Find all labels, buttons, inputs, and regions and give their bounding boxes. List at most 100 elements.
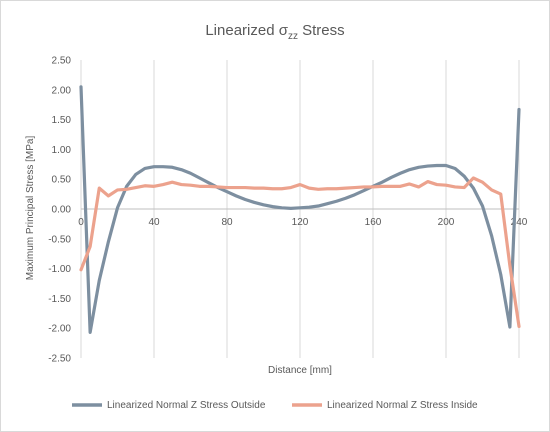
series-2-point [472,177,475,179]
legend-label-1: Linearized Normal Z Stress Outside [107,400,266,411]
x-tick-label: 160 [365,217,382,228]
series-2-point [490,189,493,191]
series-2-point [372,186,374,188]
series-2-point [299,183,301,186]
series-2-point [499,193,502,195]
y-tick-label: 2.50 [52,56,72,67]
series-1-point [308,206,310,209]
series-2-point [390,185,393,188]
x-axis-label: Distance [mm] [268,365,332,376]
series-2-point [454,186,456,188]
series-1-point [472,187,475,189]
series-1-point [454,167,456,170]
series-1-point [353,193,356,196]
series-1-point [198,177,201,179]
y-tick-labels: 2.50 2.00 1.50 1.00 0.50 0.00 -0.50 -1.00 -1.50 -… [48,56,71,365]
x-tick-label: 200 [438,217,455,228]
series-2-point [353,186,356,189]
series-2-point [317,188,320,191]
series-2-point [399,185,402,188]
series-2-point [518,325,520,328]
y-axis-label: Maximum Principal Stress [MPa] [25,136,36,281]
series-1-point [171,166,174,169]
series-2-point [198,185,201,188]
series-2-point [290,186,292,189]
series-1-point [499,273,502,276]
x-tick-label: 40 [148,217,160,228]
series-2-point [153,185,155,188]
y-tick-label: -0.50 [48,234,71,245]
series-2-point [226,186,228,189]
series-2-point [509,264,511,267]
x-tick-label: 240 [511,217,528,228]
series-2-point [308,187,310,189]
chart-title-prefix: Linearized σ [205,22,288,39]
y-tick-label: -1.50 [48,294,71,305]
series-2-point [381,185,383,188]
series-2-point [463,186,466,189]
series-1-point [445,164,447,167]
series-1-point [244,198,247,201]
y-tick-label: 0.50 [52,175,72,186]
series-1-point [226,190,228,193]
series-1-point [98,279,101,282]
series-1-point [271,205,274,208]
series-1-point [335,200,338,203]
series-1-point [490,235,493,237]
series-1-point [207,181,210,184]
series-1-point [326,202,329,205]
series-2-point [280,187,283,190]
series-2-point [445,184,447,186]
series-1-point [317,205,320,207]
series-1-point [509,326,511,328]
chart-title-suffix: Stress [298,22,345,39]
series-1-point [344,197,347,200]
series-1-point [436,164,438,167]
series-1-point [399,172,402,175]
legend: Linearized Normal Z Stress Outside Linear… [72,400,478,411]
chart-title: Linearized σzz Stress [205,22,344,42]
series-1-point [134,173,137,176]
series-2-point [144,184,146,187]
series-2-point [171,181,174,183]
series-2-point [162,183,164,186]
series-2-point [180,183,183,186]
y-tick-label: 1.00 [52,145,72,156]
y-tick-label: -2.00 [48,324,71,335]
series-2-point [408,183,411,185]
series-2-point [217,186,219,188]
series-2-point [253,187,256,189]
series-2-point [426,180,429,183]
legend-label-2: Linearized Normal Z Stress Inside [327,400,478,411]
series-2-point [134,186,137,189]
series-1-point [280,207,283,209]
series-1-point [144,167,146,170]
series-1-point [235,195,237,197]
series-2-point [262,187,265,189]
series-2-point [326,187,329,190]
series-1-point [107,240,110,243]
series-1-point [80,86,82,88]
x-tick-label: 0 [78,217,84,228]
series-1-point [189,172,192,175]
series-1-point [153,165,155,168]
y-tick-label: 2.00 [52,85,72,96]
series-2-point [80,268,82,271]
series-1-point [162,165,164,168]
y-tick-label: -1.00 [48,264,71,275]
y-tick-label: -2.50 [48,354,71,365]
series-1-point [253,201,256,204]
series-1-point [408,168,411,171]
series-2-point [107,195,110,197]
series-1-point [116,207,119,209]
chart-title-subscript: zz [288,31,298,42]
series-2-point [417,186,420,188]
y-tick-label: 1.50 [52,115,72,126]
x-tick-label: 120 [292,217,309,228]
series-1-point [518,108,520,111]
x-tick-label: 80 [221,217,233,228]
y-tick-label: 0.00 [52,205,72,216]
series-1-point [290,207,292,210]
series-2-point [116,189,119,191]
